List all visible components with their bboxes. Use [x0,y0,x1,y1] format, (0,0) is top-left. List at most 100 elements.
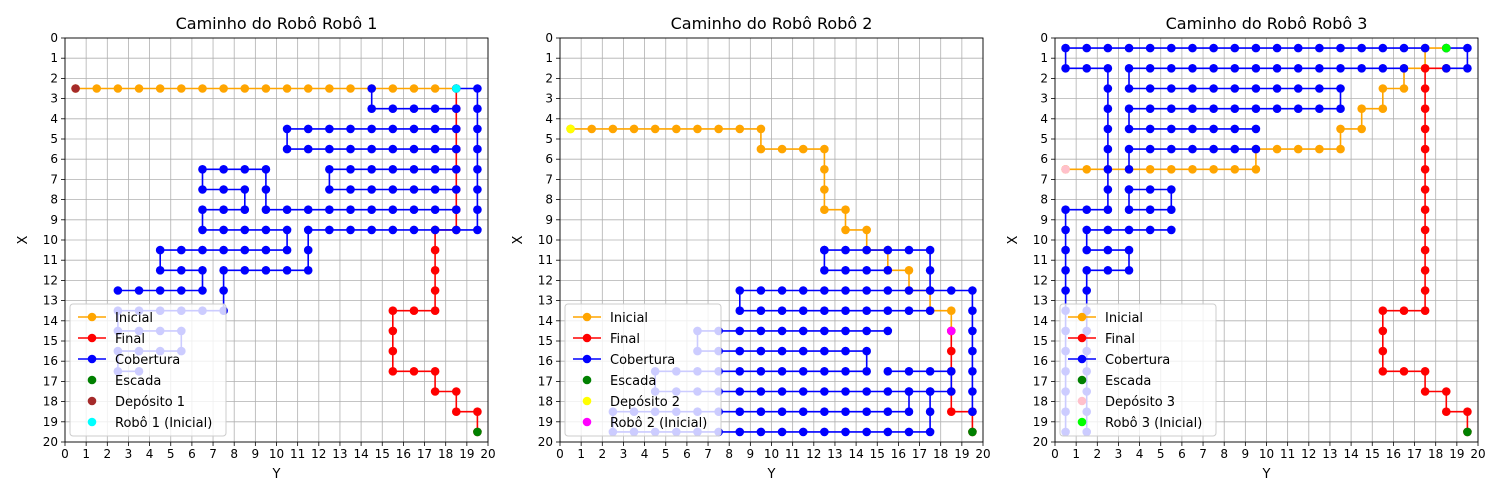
legend-label: Escada [1105,374,1151,389]
x-tick-label: 7 [1199,447,1207,461]
legend-box [69,303,227,437]
series-point [198,165,207,174]
series-point [1420,387,1430,396]
legend-marker [1077,312,1087,322]
series-point [473,225,482,235]
series-point [282,225,292,235]
series-point [841,286,850,295]
series-point [735,407,745,417]
y-tick-label: 5 [545,132,553,146]
series-point [261,165,271,174]
series-point [409,165,419,174]
y-tick-label: 16 [1033,354,1048,368]
series-point [1251,165,1261,174]
series-point [1145,84,1155,93]
series-point [261,84,271,93]
series-point [798,326,808,336]
x-tick-label: 1 [82,447,90,461]
series-point [1103,124,1113,134]
series-point [1145,185,1155,194]
series-point [968,286,977,295]
series-point [388,346,398,356]
legend-marker [582,354,592,364]
series-point [473,144,482,154]
series-point [388,104,398,113]
series-point [451,104,461,113]
y-tick-label: 3 [50,92,58,106]
series-point [798,286,808,295]
series-point [1463,43,1472,53]
y-tick-label: 2 [1040,71,1048,85]
series-point [282,84,292,93]
series-point [451,407,461,417]
legend-label: Depósito 1 [115,395,185,410]
series-point [587,124,597,134]
series-point [282,144,292,154]
series-point [240,205,250,214]
y-tick-label: 19 [43,415,58,429]
series-point [430,225,440,235]
series-point [1124,84,1134,93]
x-tick-label: 0 [61,447,69,461]
x-tick-label: 11 [785,447,800,461]
series-point [219,286,228,295]
series-point [155,286,165,295]
x-tick-label: 14 [1343,447,1358,461]
marker-point [1441,43,1451,53]
series-point [946,286,956,295]
y-tick-label: 11 [43,253,58,267]
x-tick-label: 18 [933,447,948,461]
series-point [134,286,144,295]
x-tick-label: 19 [954,447,969,461]
series-point [756,407,766,417]
series-point [1082,286,1092,295]
x-tick-label: 0 [556,447,564,461]
x-tick-label: 15 [375,447,390,461]
series-point [820,144,829,154]
x-tick-label: 7 [209,447,217,461]
series-point [1378,43,1388,53]
series-point [714,124,723,134]
series-point [1420,306,1430,316]
series-point [1124,245,1134,255]
series-point [1378,84,1388,93]
series-point [1272,104,1282,113]
series-point [1103,144,1113,154]
x-tick-label: 20 [480,447,495,461]
series-point [113,84,123,93]
series-point [841,225,850,235]
series-point [1315,144,1324,154]
series-point [1293,64,1303,73]
series-point [1209,165,1218,174]
series-point [820,245,829,255]
series-point [1061,64,1070,73]
series-point [473,205,482,214]
series-point [777,326,787,336]
x-tick-label: 5 [1157,447,1165,461]
series-point [756,387,766,396]
series-point [756,367,766,376]
series-point [756,346,766,356]
y-tick-label: 2 [545,71,553,85]
x-tick-label: 3 [125,447,133,461]
series-point [367,104,376,113]
x-tick-label: 13 [827,447,842,461]
series-point [1167,64,1176,73]
axes-frame [559,37,984,443]
x-tick-label: 18 [1428,447,1443,461]
series-point [303,124,313,134]
series-point [1188,84,1197,93]
series-point [1230,43,1240,53]
series-point [1420,124,1430,134]
series-point [735,306,745,316]
legend-label: Cobertura [115,353,180,368]
series-point [693,124,702,134]
series-point [240,266,250,275]
y-tick-label: 12 [538,273,553,287]
series-point [1251,43,1261,53]
series-point [820,367,829,376]
y-tick-label: 0 [1040,31,1048,45]
legend-marker [87,396,97,406]
series-point [282,266,292,275]
series-point [473,165,482,174]
